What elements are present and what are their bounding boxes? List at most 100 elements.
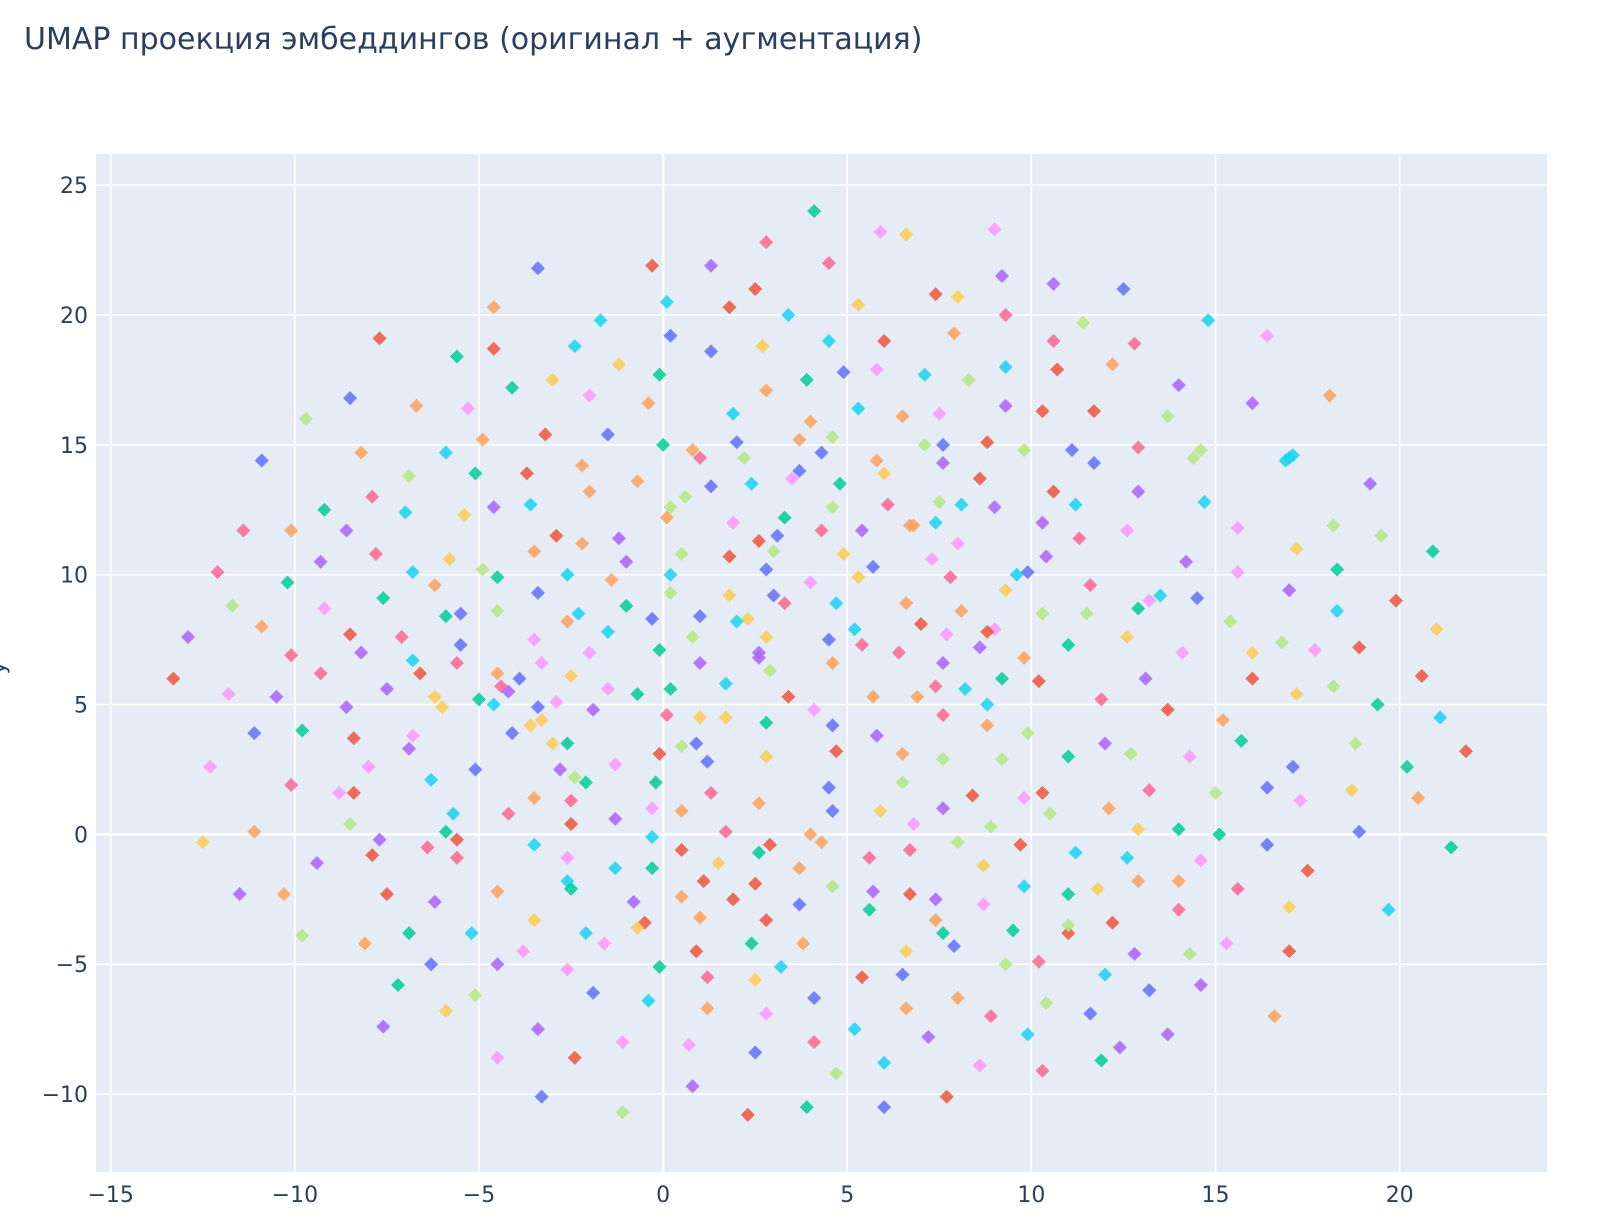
scatter-point — [619, 598, 634, 613]
scatter-point — [895, 775, 910, 790]
scatter-point — [284, 778, 299, 793]
scatter-point — [468, 762, 483, 777]
scatter-point — [247, 824, 262, 839]
scatter-point — [869, 362, 884, 377]
scatter-point — [936, 801, 951, 816]
scatter-point — [759, 562, 774, 577]
scatter-point — [1219, 936, 1234, 951]
scatter-point — [1425, 544, 1440, 559]
scatter-point — [803, 827, 818, 842]
scatter-point — [505, 380, 520, 395]
scatter-point — [1326, 518, 1341, 533]
scatter-point — [869, 453, 884, 468]
scatter-point — [516, 944, 531, 959]
scatter-point — [954, 497, 969, 512]
scatter-point — [759, 630, 774, 645]
scatter-point — [704, 785, 719, 800]
scatter-point — [1120, 850, 1135, 865]
scatter-point — [899, 944, 914, 959]
scatter-point — [567, 1050, 582, 1065]
scatter-point — [1087, 456, 1102, 471]
scatter-point — [718, 824, 733, 839]
scatter-point — [280, 575, 295, 590]
scatter-point — [339, 700, 354, 715]
scatter-point — [490, 570, 505, 585]
scatter-point — [847, 1022, 862, 1037]
scatter-point — [317, 502, 332, 517]
scatter-point — [821, 632, 836, 647]
scatter-point — [1352, 824, 1367, 839]
scatter-point — [402, 926, 417, 941]
scatter-point — [704, 344, 719, 359]
scatter-point — [284, 523, 299, 538]
scatter-point — [751, 796, 766, 811]
scatter-point — [740, 1107, 755, 1122]
scatter-point — [630, 687, 645, 702]
scatter-point — [796, 936, 811, 951]
scatter-point — [674, 739, 689, 754]
scatter-point — [692, 656, 707, 670]
scatter-point — [803, 414, 818, 429]
scatter-point — [659, 510, 674, 525]
scatter-point — [442, 552, 457, 567]
scatter-point — [368, 546, 383, 561]
scatter-point — [899, 227, 914, 242]
scatter-point — [1094, 1053, 1109, 1068]
scatter-point — [980, 718, 995, 733]
scatter-point — [575, 536, 590, 551]
scatter-point — [453, 637, 468, 652]
scatter-point — [663, 500, 678, 515]
axis-ticks: −15 −10 −5 0 5 10 15 20 −10 −5 0 5 10 15 20 25 — [42, 174, 1414, 1208]
scatter-point — [1458, 744, 1473, 759]
scatter-point — [740, 611, 755, 626]
scatter-point — [357, 936, 372, 951]
x-tick-label: 20 — [1386, 1183, 1414, 1208]
scatter-point — [681, 1037, 696, 1052]
scatter-point — [821, 256, 836, 271]
scatter-point — [460, 401, 475, 416]
scatter-point — [490, 1050, 505, 1065]
scatter-point — [1282, 900, 1297, 915]
scatter-point — [269, 689, 284, 704]
scatter-point — [1234, 733, 1249, 748]
scatter-point — [582, 388, 597, 403]
scatter-point — [1116, 282, 1131, 297]
scatter-point — [1330, 604, 1345, 619]
scatter-point — [1031, 674, 1046, 689]
scatter-point — [1138, 671, 1153, 686]
scatter-point — [1131, 484, 1146, 499]
scatter-point — [1289, 687, 1304, 702]
scatter-point — [722, 588, 737, 603]
scatter-point — [685, 443, 700, 458]
scatter-point — [1182, 946, 1197, 961]
scatter-point — [910, 689, 925, 704]
scatter-point — [877, 1055, 892, 1070]
scatter-point — [1083, 578, 1098, 593]
scatter-point — [549, 528, 564, 543]
scatter-point — [527, 837, 542, 852]
scatter-point — [501, 684, 516, 699]
scatter-point — [398, 505, 413, 520]
scatter-point — [615, 1035, 630, 1050]
scatter-point — [1064, 443, 1079, 458]
scatter-point — [748, 282, 763, 297]
scatter-point — [906, 518, 921, 533]
scatter-point — [1197, 494, 1212, 509]
scatter-point — [652, 643, 667, 658]
scatter-point — [567, 770, 582, 785]
scatter-point — [402, 469, 417, 484]
scatter-point — [490, 604, 505, 619]
scatter-point — [1068, 845, 1083, 860]
scatter-point — [965, 788, 980, 803]
scatter-point — [365, 489, 380, 504]
scatter-point — [438, 609, 453, 624]
scatter-point — [928, 892, 943, 907]
scatter-point — [873, 804, 888, 819]
scatter-point — [1068, 497, 1083, 512]
scatter-point — [737, 450, 752, 465]
scatter-point — [980, 624, 995, 639]
chart-title: UMAP проекция эмбеддингов (оригинал + ау… — [24, 22, 923, 57]
scatter-point — [1120, 630, 1135, 645]
scatter-point — [560, 614, 575, 629]
scatter-point — [777, 596, 792, 611]
